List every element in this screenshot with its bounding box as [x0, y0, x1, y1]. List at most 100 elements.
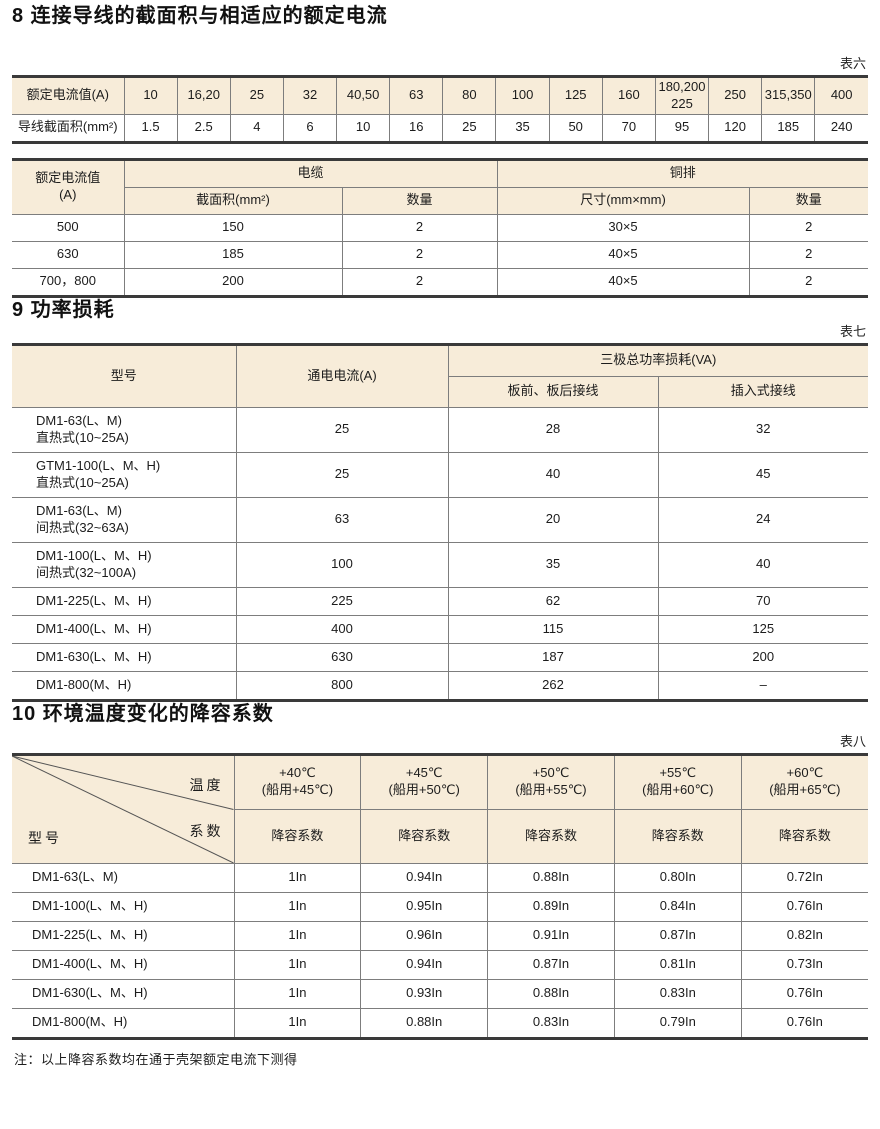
model-cell: DM1-63(L、M) 直热式(10~25A) [12, 406, 237, 453]
wire-section-header: 导线截面积(mm²) [12, 113, 125, 143]
qty-cell: 2 [748, 213, 869, 242]
rated-current-col-header: 额定电流值 (A) [12, 158, 125, 215]
table-row: 额定电流值(A) 10 16,20 25 32 40,50 63 80 100 … [12, 76, 868, 115]
model-cell: DM1-225(L、M、H) [12, 920, 235, 951]
table-row: 630 185 2 40×5 2 [12, 240, 869, 269]
rated-current-value: 80 [442, 76, 497, 115]
derating-cell: 0.76In [740, 1007, 868, 1039]
current-cell: 63 [235, 496, 449, 543]
table-row: DM1-630(L、M、H) 630 187 200 [12, 642, 869, 672]
current-cell: 100 [235, 541, 449, 588]
qty-cell: 2 [748, 267, 869, 297]
table7-power-loss: 型号 通电电流(A) 三极总功率损耗(VA) 板前、板后接线 插入式接线 DM1… [12, 342, 869, 702]
derating-cell: 0.80In [613, 862, 742, 893]
derating-cell: 1In [233, 862, 362, 893]
rated-current-value: 250 [708, 76, 763, 115]
wire-section-value: 120 [708, 113, 763, 143]
derating-cell: 0.84In [613, 891, 742, 922]
footnote: 注：以上降容系数均在通于壳架额定电流下测得 [14, 1051, 298, 1067]
table-row: 降容系数 降容系数 降容系数 降容系数 降容系数 [12, 808, 868, 864]
wire-section-value: 2.5 [176, 113, 231, 143]
diagonal-lines [12, 755, 234, 863]
model-cell: DM1-400(L、M、H) [12, 614, 237, 644]
rated-current-value: 63 [389, 76, 444, 115]
table-row: DM1-225(L、M、H) 225 62 70 [12, 586, 869, 616]
table-row: DM1-400(L、M、H) 400 115 125 [12, 614, 869, 644]
table8-derating-factors: 温度 系数 型号 +40℃ (船用+45℃) +45℃ (船用+50℃) +50… [12, 752, 868, 1040]
wire-section-value: 6 [282, 113, 338, 143]
table6b-cable-busbar: 额定电流值 (A) 电缆 铜排 截面积(mm²) 数量 尺寸(mm×mm) 数量… [12, 157, 869, 298]
section9-title: 9 功率损耗 [12, 298, 115, 321]
derating-cell: 0.76In [740, 978, 868, 1009]
table-row: 温度 系数 型号 +40℃ (船用+45℃) +45℃ (船用+50℃) +50… [12, 753, 868, 864]
derating-cell: 0.93In [360, 978, 489, 1009]
wire-section-value: 10 [336, 113, 391, 143]
rated-current-value: 10 [123, 76, 178, 115]
diagonal-model-label: 型号 [28, 829, 62, 846]
model-cell: DM1-800(M、H) [12, 670, 237, 701]
derating-cell: 0.88In [360, 1007, 489, 1039]
wire-section-value: 25 [442, 113, 497, 143]
table6-conductor-cross-section: 额定电流值(A) 10 16,20 25 32 40,50 63 80 100 … [12, 75, 868, 144]
diagonal-coef-label: 系数 [189, 822, 224, 839]
table-row: 型号 通电电流(A) 三极总功率损耗(VA) [12, 343, 869, 408]
current-cell: 25 [235, 406, 449, 453]
front-loss-cell: 115 [447, 614, 659, 644]
section10-title: 10 环境温度变化的降容系数 [12, 702, 274, 725]
current-col-header: 通电电流(A) [235, 343, 449, 408]
rated-current-value: 25 [229, 76, 284, 115]
rated-current-cell: 700，800 [12, 267, 125, 297]
temp-header: +40℃ (船用+45℃) [233, 753, 362, 810]
coef-header: 降容系数 [360, 808, 489, 864]
model-cell: GTM1-100(L、M、H) 直热式(10~25A) [12, 451, 237, 498]
table-row: 额定电流值 (A) 电缆 铜排 [12, 158, 869, 215]
area-col-header: 截面积(mm²) [124, 186, 343, 215]
plugin-loss-cell: – [657, 670, 869, 701]
wire-section-value: 50 [548, 113, 603, 143]
wire-section-value: 95 [654, 113, 710, 143]
table-row: DM1-100(L、M、H) 1In 0.95In 0.89In 0.84In … [12, 891, 868, 922]
derating-cell: 0.89In [487, 891, 615, 922]
table7-label: 表七 [839, 323, 866, 339]
derating-cell: 0.91In [487, 920, 615, 951]
front-loss-cell: 28 [447, 406, 659, 453]
size-cell: 40×5 [496, 240, 750, 269]
derating-cell: 0.83In [613, 978, 742, 1009]
table-row: DM1-100(L、M、H) 间热式(32~100A) 100 35 40 [12, 541, 869, 588]
derating-cell: 0.88In [487, 978, 615, 1009]
derating-cell: 0.95In [360, 891, 489, 922]
derating-cell: 1In [233, 891, 362, 922]
model-cell: DM1-400(L、M、H) [12, 949, 235, 980]
busbar-group-header: 铜排 [496, 158, 869, 188]
rated-current-value: 100 [495, 76, 550, 115]
rated-current-value: 315,350 [761, 76, 816, 115]
temp-header: +60℃ (船用+65℃) [740, 753, 868, 810]
wire-section-value: 240 [814, 113, 868, 143]
current-cell: 800 [235, 670, 449, 701]
table-row: DM1-400(L、M、H) 1In 0.94In 0.87In 0.81In … [12, 949, 868, 980]
plugin-loss-cell: 40 [657, 541, 869, 588]
qty-col-header: 数量 [341, 186, 498, 215]
table8-label: 表八 [839, 733, 866, 749]
table-row: DM1-63(L、M) 1In 0.94In 0.88In 0.80In 0.7… [12, 862, 868, 893]
rated-current-value: 400 [814, 76, 868, 115]
table6-label: 表六 [839, 56, 866, 71]
derating-cell: 1In [233, 949, 362, 980]
cable-group-header: 电缆 [123, 158, 498, 188]
loss-group-header: 三极总功率损耗(VA) [447, 343, 869, 377]
wire-section-value: 4 [229, 113, 284, 143]
model-col-header: 型号 [12, 343, 237, 408]
front-loss-cell: 35 [447, 541, 659, 588]
rated-current-cell: 500 [12, 213, 125, 242]
area-cell: 150 [123, 213, 343, 242]
qty-cell: 2 [341, 240, 498, 269]
derating-cell: 0.94In [360, 949, 489, 980]
derating-cell: 0.88In [487, 862, 615, 893]
table-row: 700，800 200 2 40×5 2 [12, 267, 869, 297]
plugin-loss-cell: 24 [657, 496, 869, 543]
wire-section-value: 35 [495, 113, 550, 143]
section8-title: 8 连接导线的截面积与相适应的额定电流 [12, 5, 388, 27]
table-row: DM1-800(M、H) 800 262 – [12, 670, 869, 701]
derating-cell: 0.87In [613, 920, 742, 951]
temp-header: +50℃ (船用+55℃) [487, 753, 615, 810]
